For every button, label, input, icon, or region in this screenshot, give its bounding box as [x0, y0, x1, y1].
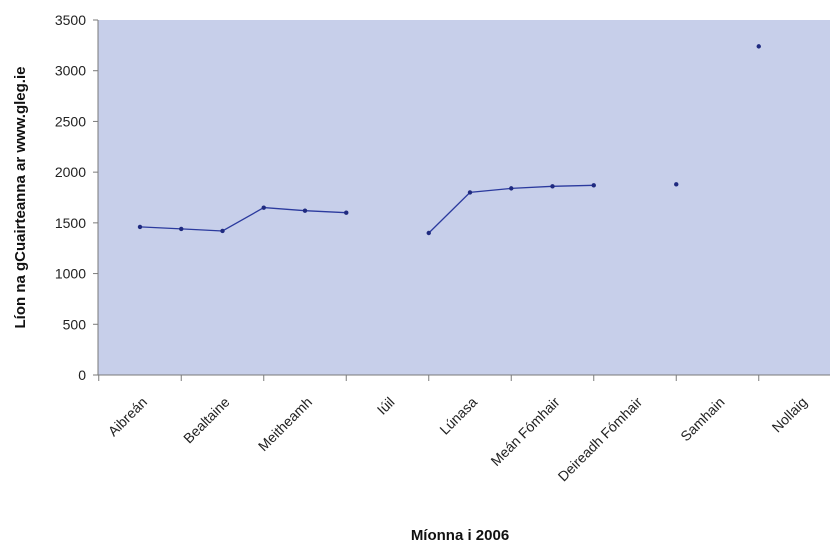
data-point — [137, 224, 143, 230]
x-tick-label: Lúnasa — [436, 394, 480, 438]
data-point — [344, 210, 349, 215]
data-point — [179, 226, 184, 232]
x-tick-label: Meitheamh — [255, 394, 315, 454]
x-tick-label: Aibreán — [105, 394, 150, 439]
data-point — [550, 184, 555, 189]
x-tick-label: Iúil — [374, 394, 398, 418]
data-point — [220, 228, 225, 234]
y-tick-label: 1000 — [55, 266, 86, 282]
data-point — [756, 44, 761, 49]
x-tick-label: Nollaig — [769, 394, 811, 436]
data-point — [509, 186, 514, 191]
data-point — [591, 183, 596, 188]
data-point — [261, 205, 266, 210]
data-point — [302, 208, 308, 213]
series-line-segment — [139, 206, 347, 232]
y-tick-label: 0 — [78, 367, 86, 383]
y-tick-label: 2000 — [55, 164, 86, 180]
y-axis-title: Líon na gCuairteanna ar www.gleg.ie — [12, 67, 29, 329]
y-tick-label: 2500 — [55, 113, 86, 129]
axes — [93, 19, 830, 381]
data-series — [137, 44, 761, 236]
x-tick-labels: Aibreán Bealtaine Meitheamh Iúil Lúnasa Meán … — [105, 394, 810, 485]
data-point — [674, 182, 679, 187]
x-axis-title: Míonna i 2006 — [411, 527, 509, 544]
y-tick-label: 1500 — [55, 215, 86, 231]
x-tick-label: Meán Fómhair — [487, 394, 562, 469]
x-tick-label: Deireadh Fómhair — [555, 394, 646, 485]
data-point — [467, 190, 473, 195]
y-tick-label: 3500 — [55, 12, 86, 28]
y-tick-label: 500 — [63, 316, 87, 332]
data-point — [426, 230, 431, 236]
y-tick-labels: 0 500 1000 1500 2000 2500 3000 3500 — [55, 12, 86, 383]
x-tick-label: Bealtaine — [180, 394, 233, 447]
x-tick-label: Samhain — [677, 394, 727, 444]
y-tick-label: 3000 — [55, 63, 86, 79]
